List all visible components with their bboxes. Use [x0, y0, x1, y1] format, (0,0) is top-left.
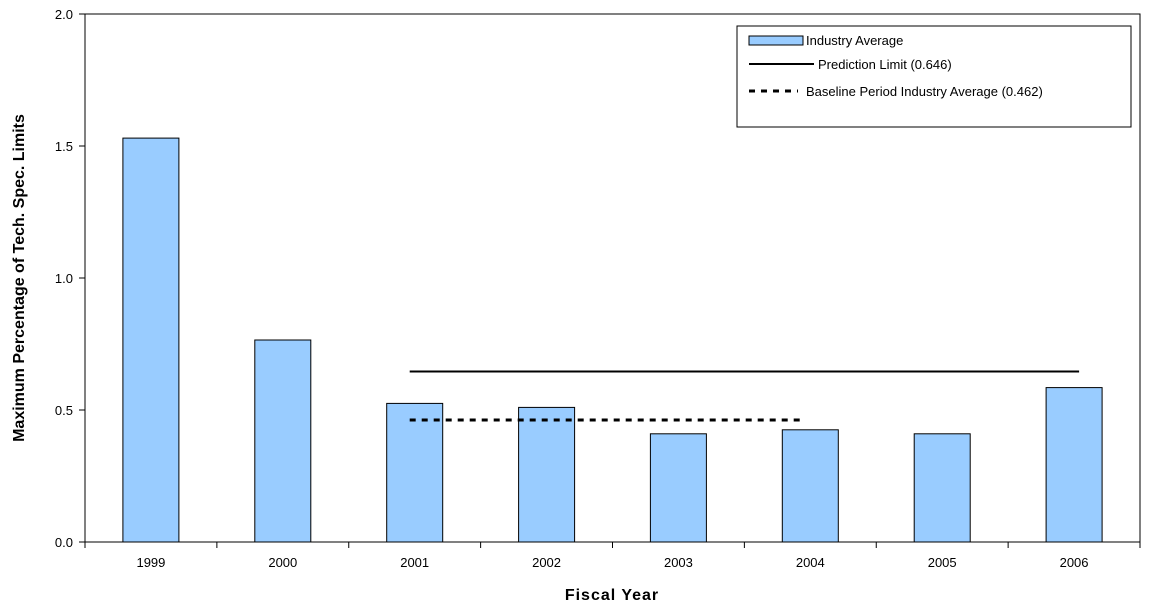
bar-2002 [518, 406, 576, 543]
legend-label-prediction-limit: Prediction Limit (0.646) [818, 57, 952, 72]
legend-label-industry-average: Industry Average [806, 33, 903, 48]
legend: Industry Average Prediction Limit (0.646… [736, 25, 1132, 128]
bars-layer [122, 137, 1103, 543]
x-tick-label: 2003 [664, 555, 693, 570]
legend-swatch-industry-average [748, 35, 804, 46]
x-tick-label: 2005 [928, 555, 957, 570]
x-tick-label: 2002 [532, 555, 561, 570]
y-tick-label: 1.5 [55, 139, 73, 154]
y-tick-label: 0.5 [55, 403, 73, 418]
bar-1999 [122, 137, 180, 543]
y-tick-label: 1.0 [55, 271, 73, 286]
bar-2005 [913, 433, 971, 543]
bar-2000 [254, 339, 312, 543]
x-axis: 1999 2000 2001 2002 2003 2004 2005 2006 [84, 542, 1141, 570]
bar-2001 [386, 402, 444, 543]
x-tick-label: 2000 [268, 555, 297, 570]
bar-2006 [1045, 387, 1103, 543]
y-tick-label: 2.0 [55, 7, 73, 22]
x-tick-label: 2004 [796, 555, 825, 570]
x-tick-label: 1999 [136, 555, 165, 570]
legend-label-baseline-average: Baseline Period Industry Average (0.462) [806, 84, 1043, 99]
y-axis: 0.0 0.5 1.0 1.5 2.0 [55, 7, 85, 550]
x-axis-title: Fiscal Year [565, 587, 659, 604]
y-tick-label: 0.0 [55, 535, 73, 550]
reference-lines-layer [409, 370, 1080, 422]
bar-2003 [649, 433, 707, 543]
y-axis-title: Maximum Percentage of Tech. Spec. Limits [11, 114, 28, 442]
bar-2004 [781, 429, 839, 543]
x-tick-label: 2006 [1060, 555, 1089, 570]
x-tick-label: 2001 [400, 555, 429, 570]
